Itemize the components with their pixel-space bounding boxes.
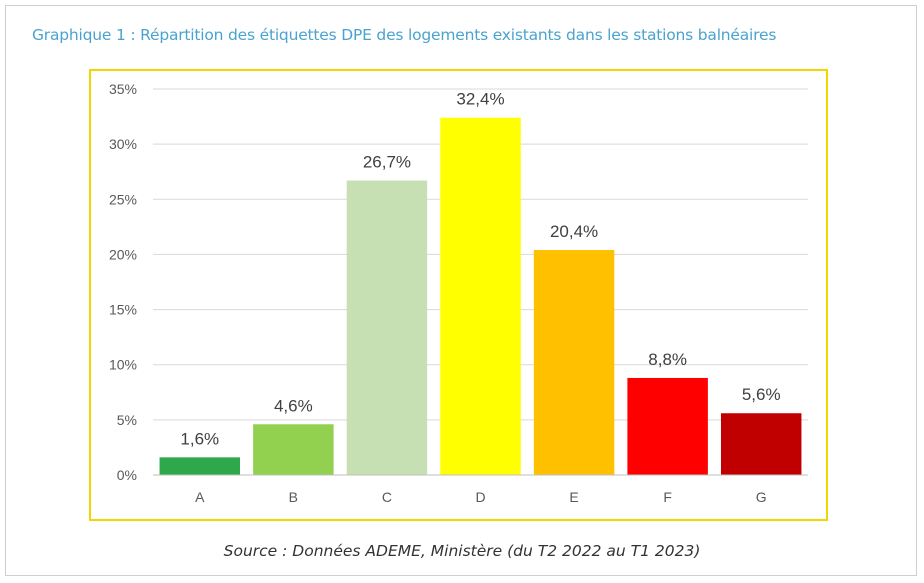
chart-area: 0% 5% 10% 15% 20% 25% 30% 35% 1,6% A 4,6% B 26,7% C 32… — [89, 69, 828, 521]
x-tick-label: F — [663, 489, 672, 505]
y-tick-label: 20% — [109, 246, 137, 262]
bar-chart: 0% 5% 10% 15% 20% 25% 30% 35% 1,6% A 4,6% B 26,7% C 32… — [109, 81, 808, 505]
x-tick-label: A — [195, 489, 205, 505]
x-tick-label: G — [756, 489, 767, 505]
y-tick-label: 25% — [109, 191, 137, 207]
chart-title: Graphique 1 : Répartition des étiquettes… — [32, 26, 777, 44]
data-label: 1,6% — [180, 429, 219, 448]
bar — [346, 180, 428, 475]
y-tick-label: 30% — [109, 136, 137, 152]
y-tick-label: 15% — [109, 302, 137, 318]
bar — [627, 377, 708, 475]
data-label: 26,7% — [363, 153, 411, 172]
bar — [159, 457, 241, 475]
bar — [533, 250, 615, 475]
data-label: 20,4% — [550, 222, 598, 241]
y-tick-label: 5% — [117, 412, 137, 428]
x-tick-label: B — [289, 489, 298, 505]
y-tick-label: 35% — [109, 81, 137, 97]
data-label: 32,4% — [456, 90, 504, 109]
data-label: 5,6% — [742, 385, 781, 404]
data-label: 8,8% — [648, 350, 687, 369]
bar — [440, 117, 521, 475]
x-tick-label: D — [475, 489, 485, 505]
x-tick-label: C — [382, 489, 392, 505]
y-tick-label: 0% — [117, 467, 137, 483]
chart-source: Source : Données ADEME, Ministère (du T2… — [223, 542, 701, 560]
x-tick-label: E — [569, 489, 578, 505]
bar — [253, 424, 334, 475]
bar — [720, 413, 802, 475]
y-tick-label: 10% — [109, 357, 137, 373]
data-label: 4,6% — [274, 396, 313, 415]
